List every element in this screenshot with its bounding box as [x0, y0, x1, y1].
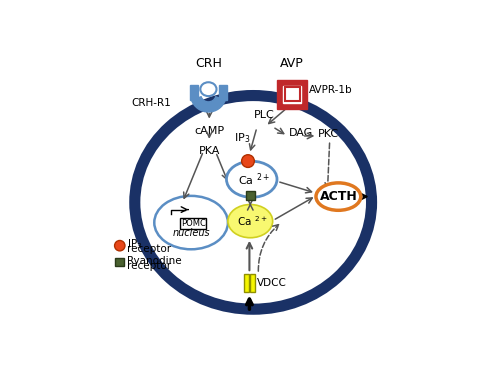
Ellipse shape [201, 82, 216, 96]
Bar [250, 274, 254, 292]
Ellipse shape [228, 204, 273, 238]
Text: CRH-R1: CRH-R1 [131, 98, 171, 108]
Bar [115, 258, 124, 267]
Ellipse shape [226, 161, 277, 197]
Ellipse shape [154, 196, 228, 249]
Ellipse shape [316, 183, 361, 210]
Bar [190, 85, 198, 100]
Text: PLC: PLC [254, 110, 275, 120]
Text: receptor: receptor [127, 261, 171, 272]
Text: DAG: DAG [288, 128, 313, 138]
Text: nucleus: nucleus [172, 228, 210, 238]
Bar [244, 274, 248, 292]
Text: AVP: AVP [280, 57, 304, 70]
Text: CRH: CRH [195, 57, 222, 70]
Circle shape [115, 240, 125, 251]
Text: PKA: PKA [199, 146, 220, 156]
Text: Ryanodine: Ryanodine [127, 256, 182, 266]
Circle shape [242, 155, 254, 167]
Text: VDCC: VDCC [257, 278, 287, 288]
Text: cAMP: cAMP [194, 126, 224, 136]
Bar [283, 86, 301, 103]
Text: POMC: POMC [181, 219, 206, 228]
Text: receptor: receptor [127, 244, 171, 254]
Text: IP$_3$: IP$_3$ [127, 237, 143, 250]
Text: IP$_3$: IP$_3$ [234, 132, 250, 146]
Text: ACTH: ACTH [320, 190, 357, 203]
Bar [246, 190, 255, 200]
Bar [285, 87, 300, 101]
Bar [180, 218, 206, 229]
Bar [277, 80, 307, 108]
Bar [219, 85, 227, 100]
Text: Ca $^{2+}$: Ca $^{2+}$ [239, 171, 271, 188]
Text: PKC: PKC [318, 129, 339, 139]
Wedge shape [192, 97, 225, 112]
Text: AVPR-1b: AVPR-1b [309, 85, 353, 95]
Text: Ca $^{2+}$: Ca $^{2+}$ [238, 214, 268, 228]
